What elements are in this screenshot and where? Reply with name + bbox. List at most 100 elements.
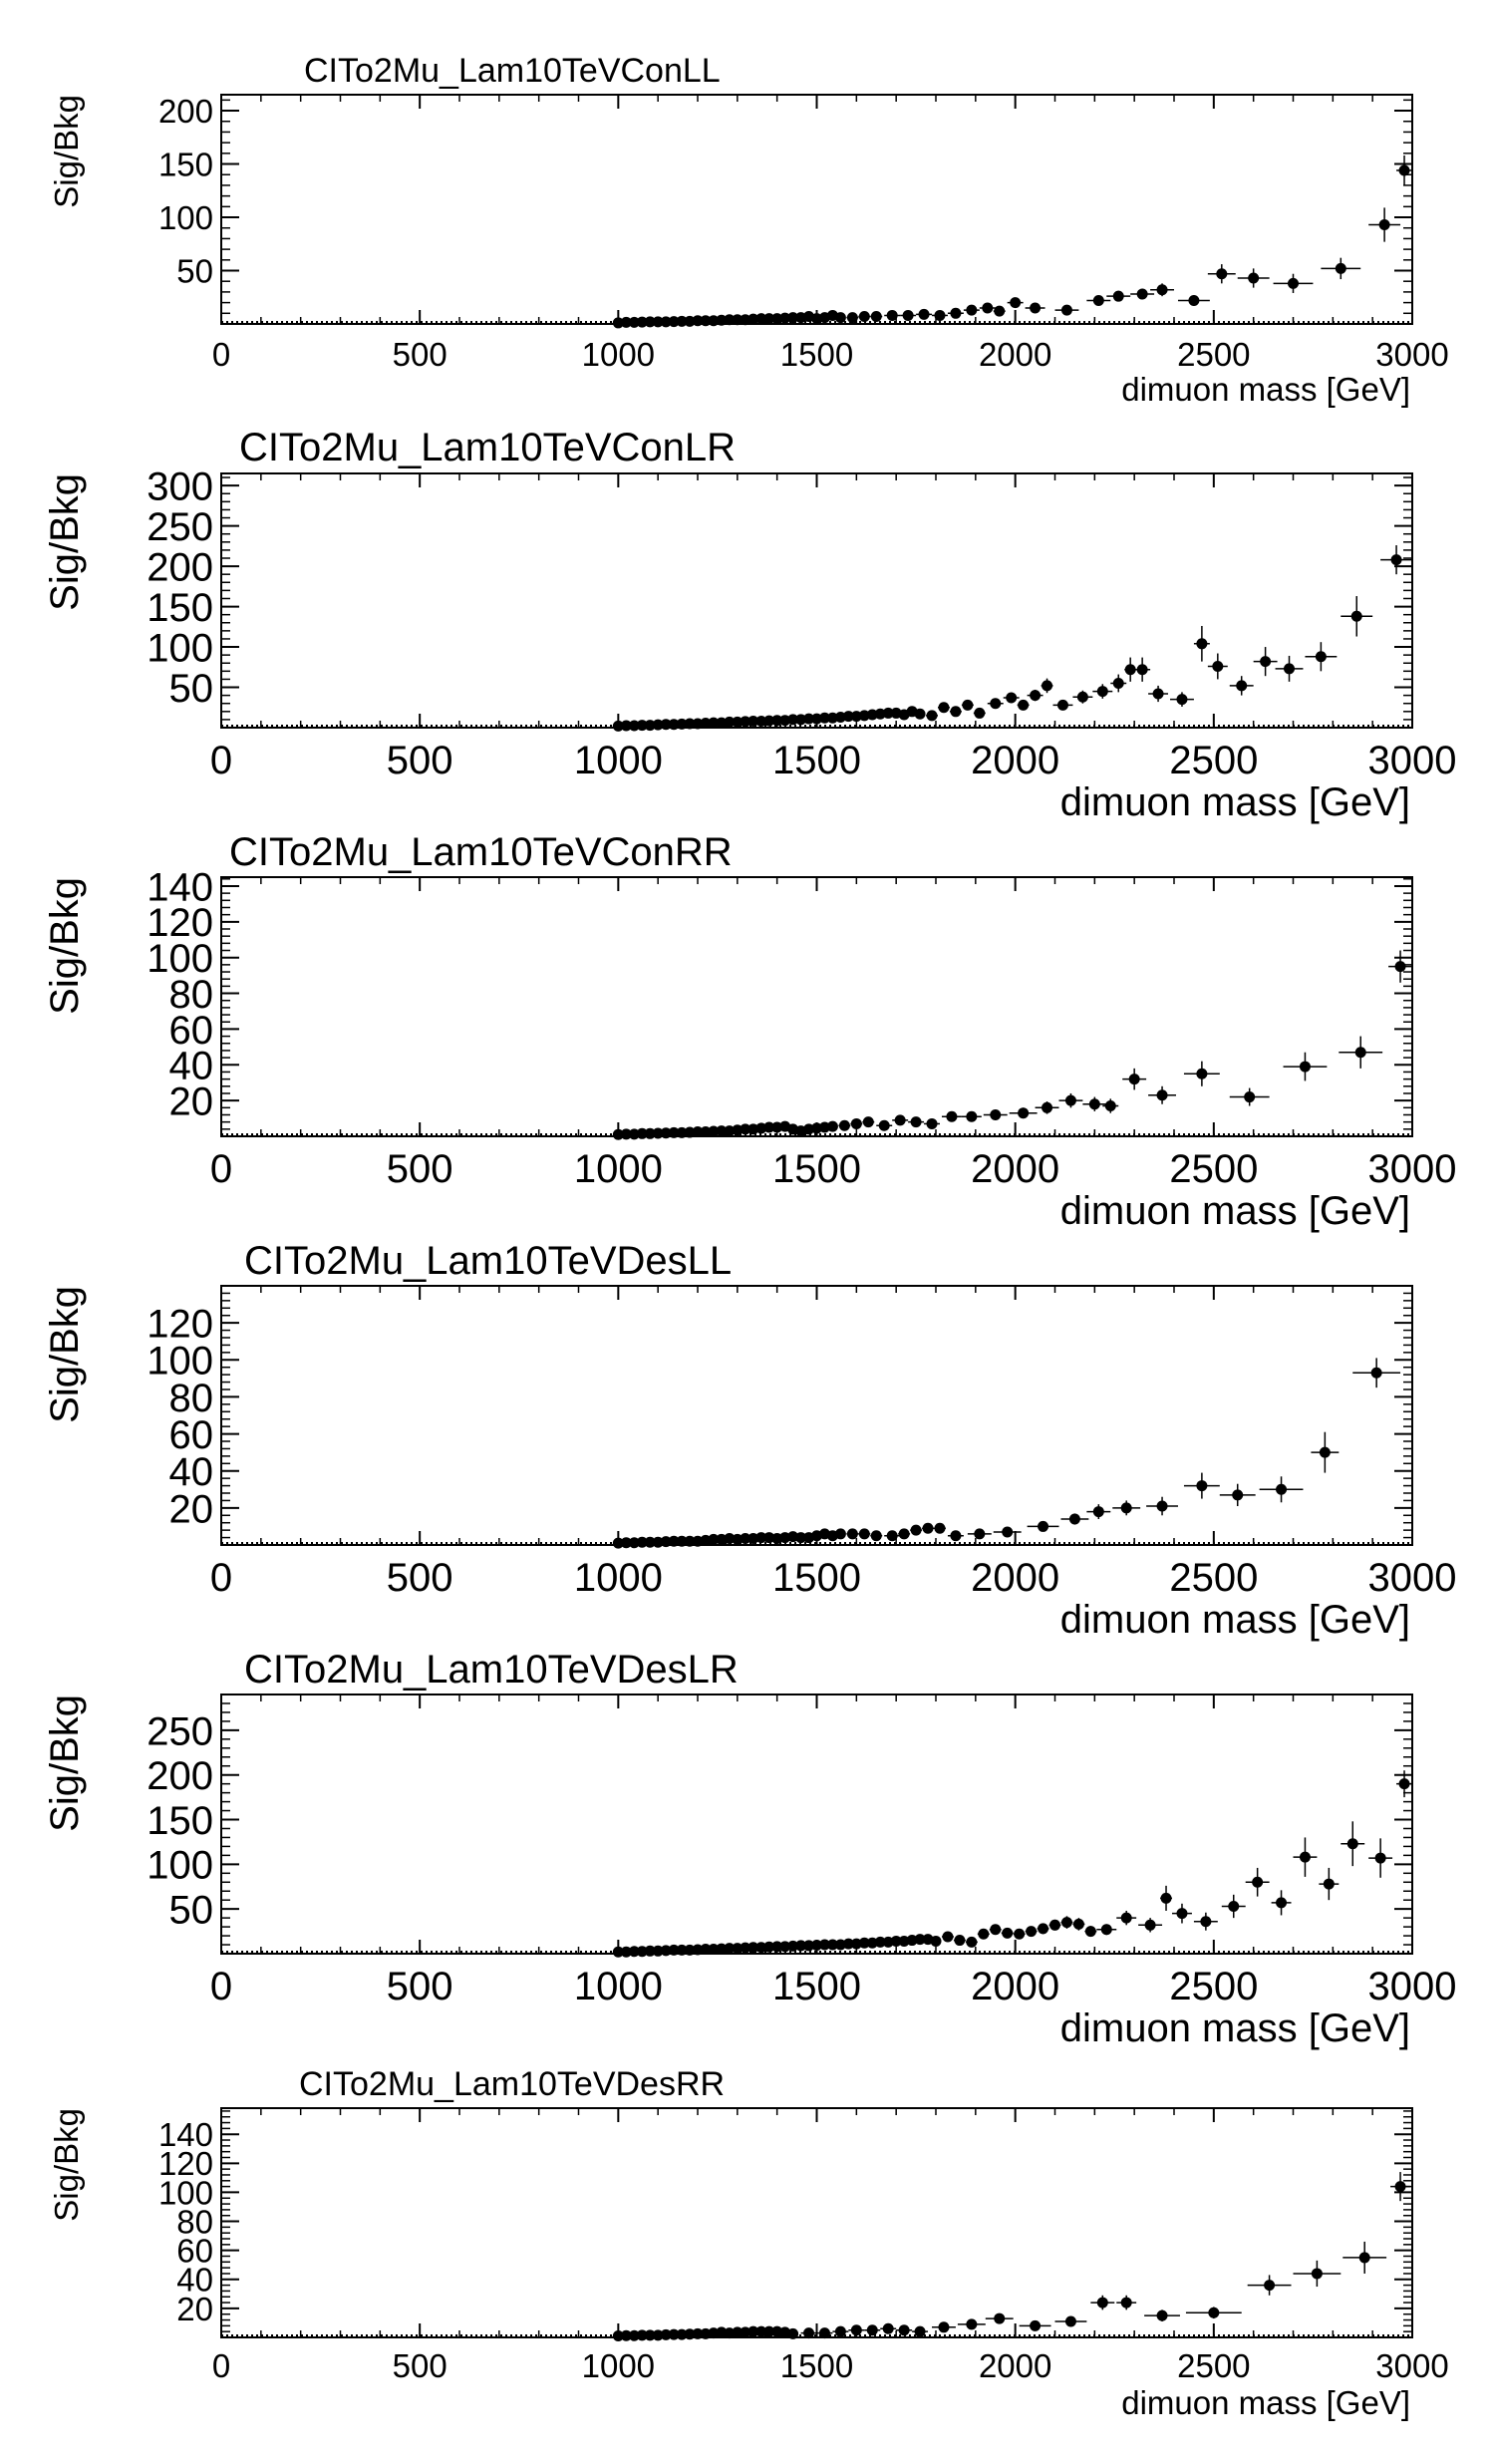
data-point bbox=[1352, 1358, 1401, 1388]
data-marker bbox=[914, 2325, 926, 2337]
data-marker bbox=[1264, 2280, 1276, 2292]
data-point bbox=[937, 702, 950, 714]
data-marker bbox=[862, 1116, 874, 1128]
y-tick-label: 60 bbox=[169, 1009, 214, 1053]
data-marker bbox=[1060, 1917, 1072, 1929]
data-point bbox=[934, 1522, 946, 1534]
data-marker bbox=[803, 1123, 815, 1135]
data-marker bbox=[842, 711, 854, 723]
data-marker bbox=[1060, 304, 1072, 316]
data-point bbox=[755, 2325, 767, 2337]
data-marker bbox=[878, 1119, 890, 1131]
data-marker bbox=[700, 1534, 712, 1546]
data-marker bbox=[994, 2312, 1006, 2324]
data-point bbox=[1207, 264, 1236, 284]
chart-title: CITo2Mu_Lam10TeVDesRR bbox=[299, 2065, 725, 2103]
data-point bbox=[644, 1945, 656, 1957]
data-marker bbox=[732, 1943, 744, 1955]
data-point bbox=[1271, 1890, 1292, 1916]
data-point bbox=[987, 698, 1004, 710]
chart-title: CITo2Mu_Lam10TeVConRR bbox=[229, 830, 733, 874]
data-marker bbox=[732, 2326, 744, 2338]
y-tick-label: 100 bbox=[158, 199, 213, 236]
data-marker bbox=[818, 712, 830, 724]
data-marker bbox=[755, 716, 767, 728]
data-marker bbox=[974, 707, 986, 719]
data-marker bbox=[1160, 1892, 1172, 1904]
data-point bbox=[989, 1924, 1002, 1936]
data-point bbox=[914, 708, 926, 720]
data-marker bbox=[1288, 277, 1299, 289]
data-marker bbox=[644, 316, 656, 328]
data-marker bbox=[716, 1943, 728, 1955]
data-marker bbox=[652, 1536, 664, 1548]
data-point bbox=[1311, 1431, 1340, 1473]
data-point bbox=[947, 1530, 964, 1542]
data-marker bbox=[755, 1122, 767, 1134]
data-marker bbox=[1315, 651, 1327, 663]
data-marker bbox=[676, 2328, 688, 2340]
data-marker bbox=[942, 1931, 954, 1943]
data-marker bbox=[684, 718, 696, 730]
y-tick-label: 100 bbox=[158, 2174, 213, 2211]
data-marker bbox=[740, 716, 751, 728]
data-marker bbox=[708, 315, 720, 327]
data-point bbox=[848, 2324, 865, 2336]
data-marker bbox=[1260, 656, 1272, 668]
data-marker bbox=[1120, 1912, 1132, 1924]
x-tick-label: 2000 bbox=[971, 1147, 1059, 1191]
y-tick-label: 120 bbox=[147, 1303, 213, 1347]
data-marker bbox=[636, 2329, 648, 2341]
data-point bbox=[924, 1117, 940, 1129]
data-point bbox=[910, 1524, 923, 1536]
data-marker bbox=[811, 1939, 822, 1951]
data-point bbox=[795, 714, 807, 726]
data-marker bbox=[962, 699, 974, 711]
x-tick-label: 2500 bbox=[1169, 1147, 1258, 1191]
data-marker bbox=[1232, 1489, 1244, 1501]
data-point bbox=[1003, 692, 1020, 704]
data-marker bbox=[1311, 2268, 1323, 2280]
data-marker bbox=[612, 1946, 624, 1958]
y-tick-label: 200 bbox=[158, 93, 213, 130]
data-point bbox=[1368, 207, 1401, 242]
y-tick-label: 40 bbox=[169, 1045, 214, 1088]
data-marker bbox=[636, 720, 648, 732]
data-marker bbox=[700, 2327, 712, 2339]
data-marker bbox=[1323, 1878, 1335, 1890]
data-marker bbox=[1358, 2252, 1370, 2264]
data-marker bbox=[1136, 664, 1148, 676]
data-marker bbox=[724, 1125, 736, 1137]
y-tick-label: 100 bbox=[147, 1844, 213, 1888]
data-point bbox=[838, 1119, 851, 1131]
data-marker bbox=[1018, 1107, 1030, 1119]
data-marker bbox=[1152, 688, 1164, 700]
data-point bbox=[876, 1119, 893, 1131]
data-marker bbox=[1252, 1876, 1264, 1888]
data-point bbox=[922, 1522, 935, 1534]
data-marker bbox=[1100, 1924, 1112, 1936]
data-point bbox=[1092, 684, 1113, 699]
data-marker bbox=[1038, 1520, 1049, 1532]
data-point bbox=[1090, 2295, 1115, 2310]
data-marker bbox=[882, 1936, 894, 1948]
data-point bbox=[1183, 1061, 1220, 1086]
data-point bbox=[826, 1120, 838, 1132]
data-marker bbox=[811, 713, 822, 725]
y-tick-label: 20 bbox=[176, 2291, 213, 2327]
x-tick-label: 2500 bbox=[1169, 739, 1258, 782]
x-tick-label: 2500 bbox=[1169, 1556, 1258, 1600]
data-point bbox=[652, 719, 664, 731]
data-point bbox=[1160, 1885, 1173, 1911]
data-marker bbox=[652, 1945, 664, 1957]
data-point bbox=[1283, 1052, 1328, 1081]
x-axis-label: dimuon mass [GeV] bbox=[1060, 1189, 1410, 1233]
data-marker bbox=[740, 1123, 751, 1135]
data-marker bbox=[938, 2321, 950, 2333]
data-marker bbox=[1096, 686, 1108, 698]
y-tick-label: 150 bbox=[158, 146, 213, 182]
data-point bbox=[1177, 294, 1210, 306]
data-marker bbox=[692, 718, 704, 730]
x-tick-label: 2000 bbox=[971, 1965, 1059, 2008]
data-marker bbox=[850, 1938, 862, 1950]
